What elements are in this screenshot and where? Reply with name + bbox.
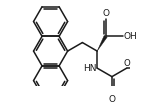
Text: O: O (102, 9, 109, 18)
Text: HN: HN (83, 64, 96, 73)
Text: O: O (108, 95, 115, 104)
Text: O: O (123, 59, 130, 68)
Text: OH: OH (124, 32, 137, 41)
Polygon shape (97, 35, 107, 51)
